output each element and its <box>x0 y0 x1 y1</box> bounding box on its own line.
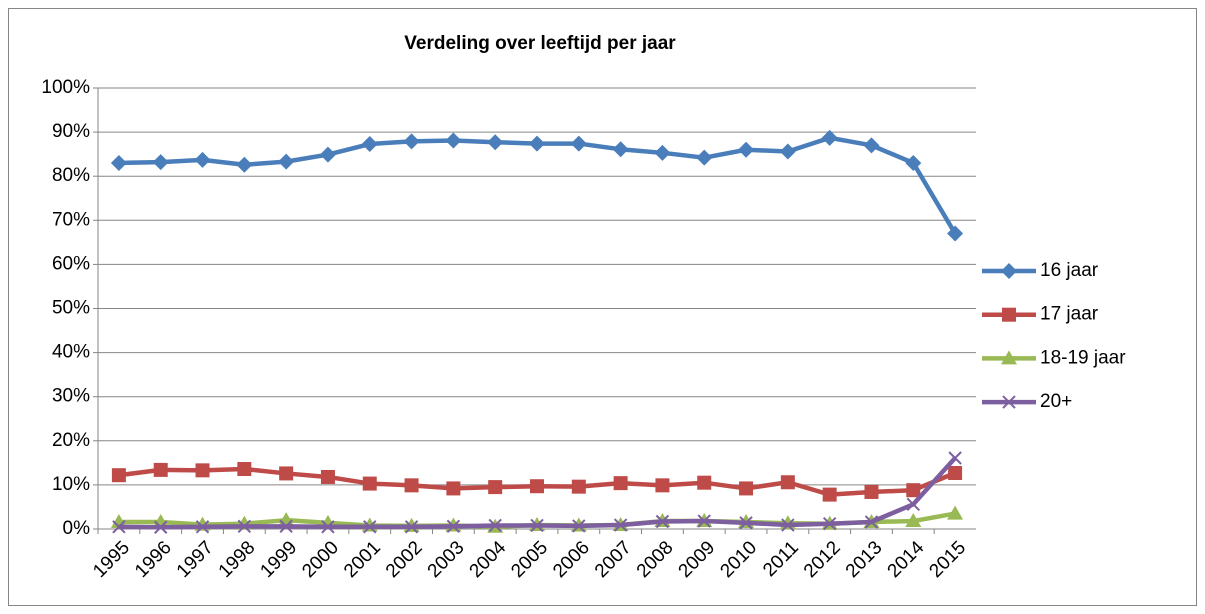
data-point <box>655 514 670 529</box>
data-point <box>320 469 335 484</box>
y-tick-label: 0% <box>63 518 91 539</box>
data-point <box>821 129 838 146</box>
data-point <box>112 520 126 534</box>
data-point <box>110 154 127 171</box>
data-point <box>613 518 628 532</box>
data-point <box>906 497 920 512</box>
data-point <box>363 520 377 534</box>
data-point <box>362 476 377 491</box>
data-point <box>403 133 420 150</box>
data-point <box>864 515 879 529</box>
data-point <box>404 520 419 534</box>
data-point <box>948 451 962 465</box>
data-point <box>822 487 837 502</box>
y-tick-label: 40% <box>52 342 90 363</box>
legend-label: 17 jaar <box>1040 304 1099 325</box>
data-point <box>738 141 755 158</box>
data-point <box>822 517 837 531</box>
y-tick-label: 70% <box>52 209 90 230</box>
data-point <box>195 463 210 478</box>
y-tick-label: 20% <box>52 430 90 451</box>
y-tick-label: 50% <box>52 298 90 319</box>
data-point <box>739 516 753 530</box>
data-point <box>779 143 796 160</box>
data-point <box>487 134 504 151</box>
data-point <box>321 520 335 534</box>
data-point <box>278 153 295 170</box>
data-point <box>948 465 963 480</box>
data-point <box>655 478 670 493</box>
data-point <box>111 468 126 483</box>
data-point <box>906 483 921 498</box>
legend-label: 16 jaar <box>1040 260 1099 281</box>
data-point <box>947 225 964 242</box>
data-point <box>488 518 502 533</box>
y-tick-label: 100% <box>41 77 90 98</box>
data-point <box>570 135 587 152</box>
y-tick-label: 30% <box>52 386 90 407</box>
data-point <box>864 484 879 499</box>
data-point <box>194 151 211 168</box>
data-point <box>445 132 462 149</box>
legend-marker <box>1001 263 1017 279</box>
data-point <box>236 156 253 173</box>
chart-title: Verdeling over leeftijd per jaar <box>404 33 676 54</box>
data-point <box>446 519 461 534</box>
data-point <box>905 513 922 528</box>
data-point <box>404 478 419 493</box>
data-point <box>781 518 795 532</box>
y-tick-label: 90% <box>52 121 90 142</box>
data-point <box>612 141 629 158</box>
legend-marker <box>1002 395 1016 409</box>
data-point <box>654 144 671 161</box>
data-point <box>613 476 628 491</box>
data-point <box>529 135 545 152</box>
data-point <box>739 481 754 496</box>
legend-marker <box>1002 307 1016 322</box>
data-point <box>319 146 336 163</box>
data-point <box>572 519 586 533</box>
data-point <box>697 514 711 528</box>
legend-label: 20+ <box>1040 391 1072 412</box>
legend-marker <box>1001 350 1017 365</box>
data-point <box>780 475 795 490</box>
data-point <box>110 513 127 528</box>
data-point <box>571 479 586 494</box>
legend-label: 18-19 jaar <box>1040 347 1126 368</box>
data-point <box>863 137 880 154</box>
y-tick-label: 60% <box>52 253 90 274</box>
y-tick-label: 80% <box>52 165 90 186</box>
data-point <box>279 466 294 481</box>
data-point <box>237 462 252 477</box>
data-point <box>488 480 503 495</box>
data-point <box>153 462 168 477</box>
data-point <box>279 519 293 534</box>
data-point <box>195 520 210 534</box>
data-point <box>361 136 378 153</box>
data-point <box>696 149 713 166</box>
data-point <box>446 481 461 496</box>
y-tick-label: 10% <box>52 474 90 495</box>
data-point <box>154 520 168 534</box>
data-point <box>905 154 922 171</box>
data-point <box>237 519 252 534</box>
data-point <box>530 518 544 533</box>
data-point <box>530 479 544 494</box>
chart-border <box>8 8 1197 606</box>
data-point <box>152 154 169 171</box>
data-point <box>947 505 964 520</box>
data-point <box>697 475 712 490</box>
